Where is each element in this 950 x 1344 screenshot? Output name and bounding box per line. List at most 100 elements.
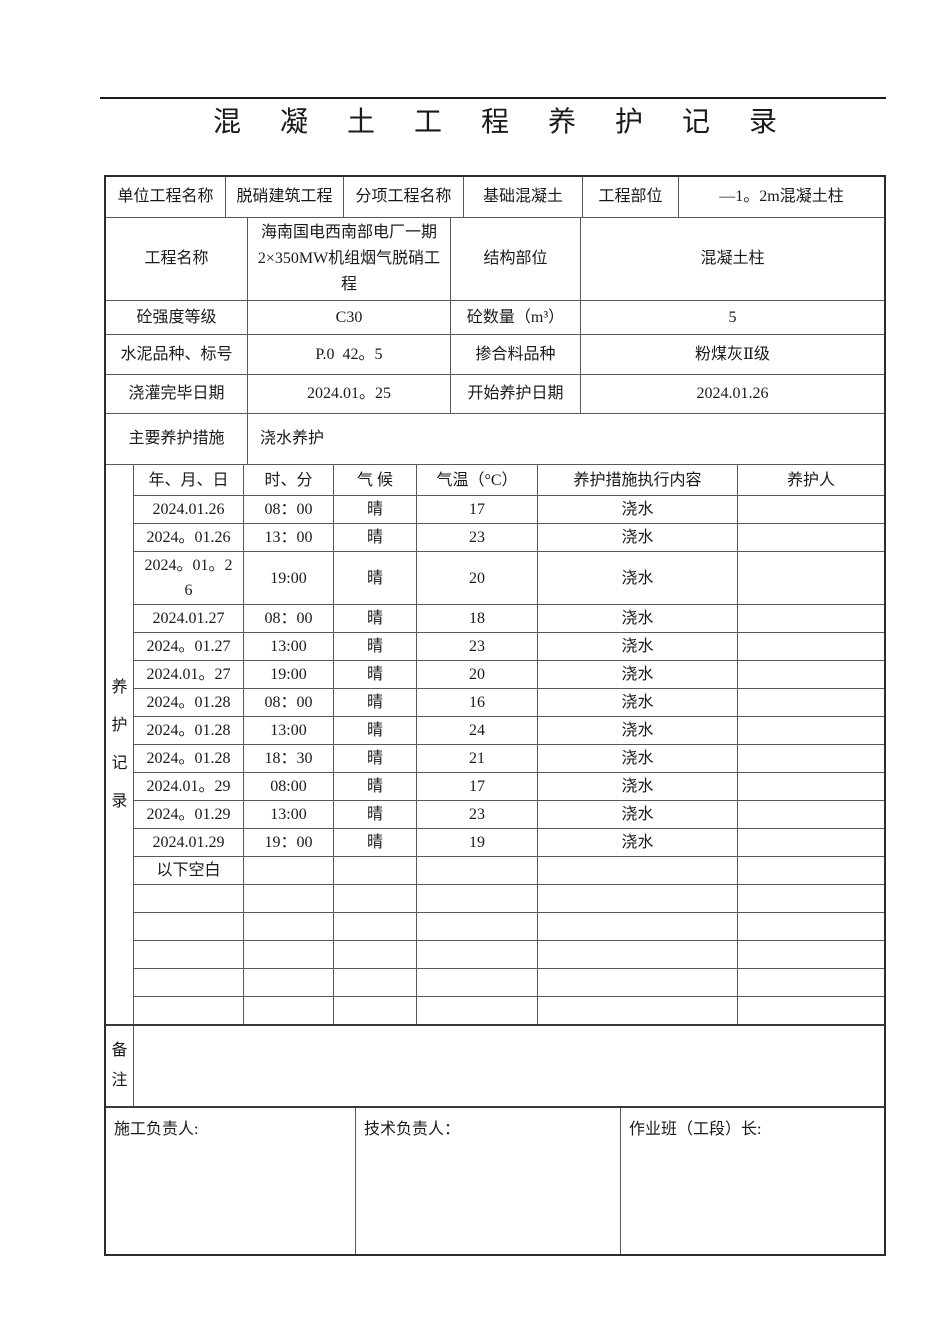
record-weather-cell: 晴: [334, 829, 417, 856]
project-part-value: —1。2m混凝土柱: [719, 188, 844, 205]
sub-project-name-value: 基础混凝土: [464, 177, 583, 217]
curing-start-date-value: 2024.01.26: [696, 385, 769, 402]
header-rule: [100, 97, 886, 99]
record-temp-cell: 23: [417, 633, 538, 660]
record-time-cell: 08:00: [244, 773, 334, 800]
record-content-cell: [538, 997, 738, 1024]
record-temp-cell: 21: [417, 745, 538, 772]
record-row: [134, 885, 884, 913]
record-date-cell: [134, 997, 244, 1024]
record-date-cell: 2024.01。27: [134, 661, 244, 688]
record-temp-cell: 20: [417, 661, 538, 688]
record-content-cell: 浇水: [538, 633, 738, 660]
record-content-cell: 浇水: [538, 801, 738, 828]
record-content-cell: 浇水: [538, 524, 738, 551]
record-row: 2024。01.29 13:00 晴 23 浇水: [134, 801, 884, 829]
unit-project-name-label: 单位工程名称: [106, 177, 226, 217]
record-weather-cell: [334, 913, 417, 940]
notes-label: 备注: [111, 1042, 128, 1089]
curing-start-date-label: 开始养护日期: [451, 375, 581, 413]
record-temp-cell: 19: [417, 829, 538, 856]
record-date-cell: 2024。01.28: [134, 717, 244, 744]
technical-manager-label: 技术负责人：: [356, 1108, 621, 1254]
record-person-cell: [738, 633, 884, 660]
record-person-cell: [738, 885, 884, 912]
concrete-quantity-value: 5: [728, 308, 737, 326]
record-row: 2024.01.27 08：00 晴 18 浇水: [134, 605, 884, 633]
record-temp-cell: [417, 997, 538, 1024]
record-person-cell: [738, 913, 884, 940]
record-weather-cell: [334, 969, 417, 996]
record-time-cell: [244, 941, 334, 968]
record-content-cell: 浇水: [538, 496, 738, 523]
record-time-cell: [244, 913, 334, 940]
record-row: [134, 997, 884, 1024]
project-part-label: 工程部位: [583, 177, 679, 217]
record-date-cell: [134, 885, 244, 912]
curing-record-table: 单位工程名称 脱硝建筑工程 分项工程名称 基础混凝土 工程部位 —1。2m混凝土…: [104, 175, 886, 1256]
record-header-temp: 气温（°C）: [417, 465, 538, 495]
record-time-cell: 13:00: [244, 717, 334, 744]
unit-project-name-value: 脱硝建筑工程: [226, 177, 344, 217]
record-content-cell: 浇水: [538, 829, 738, 856]
record-content-cell: 浇水: [538, 745, 738, 772]
record-person-cell: [738, 829, 884, 856]
record-row: [134, 969, 884, 997]
record-row: 以下空白: [134, 857, 884, 885]
main-curing-measure-label: 主要养护措施: [106, 414, 248, 464]
record-row: 2024.01.26 08：00 晴 17 浇水: [134, 496, 884, 524]
record-content-cell: [538, 913, 738, 940]
record-time-cell: 18：30: [244, 745, 334, 772]
record-content-cell: 浇水: [538, 552, 738, 604]
record-person-cell: [738, 605, 884, 632]
record-header-content: 养护措施执行内容: [538, 465, 738, 495]
record-person-cell: [738, 801, 884, 828]
record-weather-cell: [334, 941, 417, 968]
record-row: [134, 913, 884, 941]
record-weather-cell: [334, 997, 417, 1024]
crew-leader-label: 作业班（工段）长:: [629, 1121, 762, 1138]
record-weather-cell: 晴: [334, 773, 417, 800]
record-date-cell: 2024。01.28: [134, 689, 244, 716]
record-row: [134, 941, 884, 969]
project-name-value: 海南国电西南部电厂一期2×350MW机组烟气脱硝工程: [248, 218, 451, 300]
structure-part-value: 混凝土柱: [700, 250, 765, 267]
info-row-3: 砼强度等级 C30 砼数量（m³） 5: [106, 301, 884, 335]
concrete-strength-value: C30: [248, 301, 451, 334]
record-person-cell: [738, 717, 884, 744]
admixture-type-label: 掺合料品种: [451, 335, 581, 374]
info-row-5: 浇灌完毕日期 2024.01。25 开始养护日期 2024.01.26: [106, 375, 884, 414]
record-row: 2024。01.26 13：00 晴 23 浇水: [134, 524, 884, 552]
record-time-cell: 08：00: [244, 496, 334, 523]
curing-record-section: 养护记录 年、月、日 时、分 气 候 气温（°C） 养护措施执行内容 养护人: [106, 465, 884, 1026]
record-temp-cell: 20: [417, 552, 538, 604]
record-temp-cell: [417, 913, 538, 940]
record-time-cell: 08：00: [244, 605, 334, 632]
record-row: 2024.01。29 08:00 晴 17 浇水: [134, 773, 884, 801]
record-person-cell: [738, 661, 884, 688]
record-weather-cell: 晴: [334, 717, 417, 744]
record-time-cell: 19:00: [244, 552, 334, 604]
record-content-cell: 浇水: [538, 661, 738, 688]
record-content-cell: 浇水: [538, 773, 738, 800]
record-weather-cell: 晴: [334, 633, 417, 660]
record-date-cell: 2024.01.27: [134, 605, 244, 632]
record-row: 2024。01.28 08：00 晴 16 浇水: [134, 689, 884, 717]
record-weather-cell: 晴: [334, 605, 417, 632]
record-row: 2024。01.28 13:00 晴 24 浇水: [134, 717, 884, 745]
record-content-cell: [538, 941, 738, 968]
record-row: 2024.01。27 19:00 晴 20 浇水: [134, 661, 884, 689]
pour-finish-date-label: 浇灌完毕日期: [106, 375, 248, 413]
record-weather-cell: [334, 857, 417, 884]
record-temp-cell: 16: [417, 689, 538, 716]
record-content-cell: [538, 885, 738, 912]
record-time-cell: [244, 885, 334, 912]
concrete-quantity-label: 砼数量（m³）: [451, 301, 581, 334]
signature-row: 施工负责人: 技术负责人： 作业班（工段）长:: [106, 1108, 884, 1254]
record-temp-cell: 24: [417, 717, 538, 744]
record-content-cell: [538, 969, 738, 996]
record-content-cell: 浇水: [538, 717, 738, 744]
record-weather-cell: 晴: [334, 689, 417, 716]
record-person-cell: [738, 524, 884, 551]
